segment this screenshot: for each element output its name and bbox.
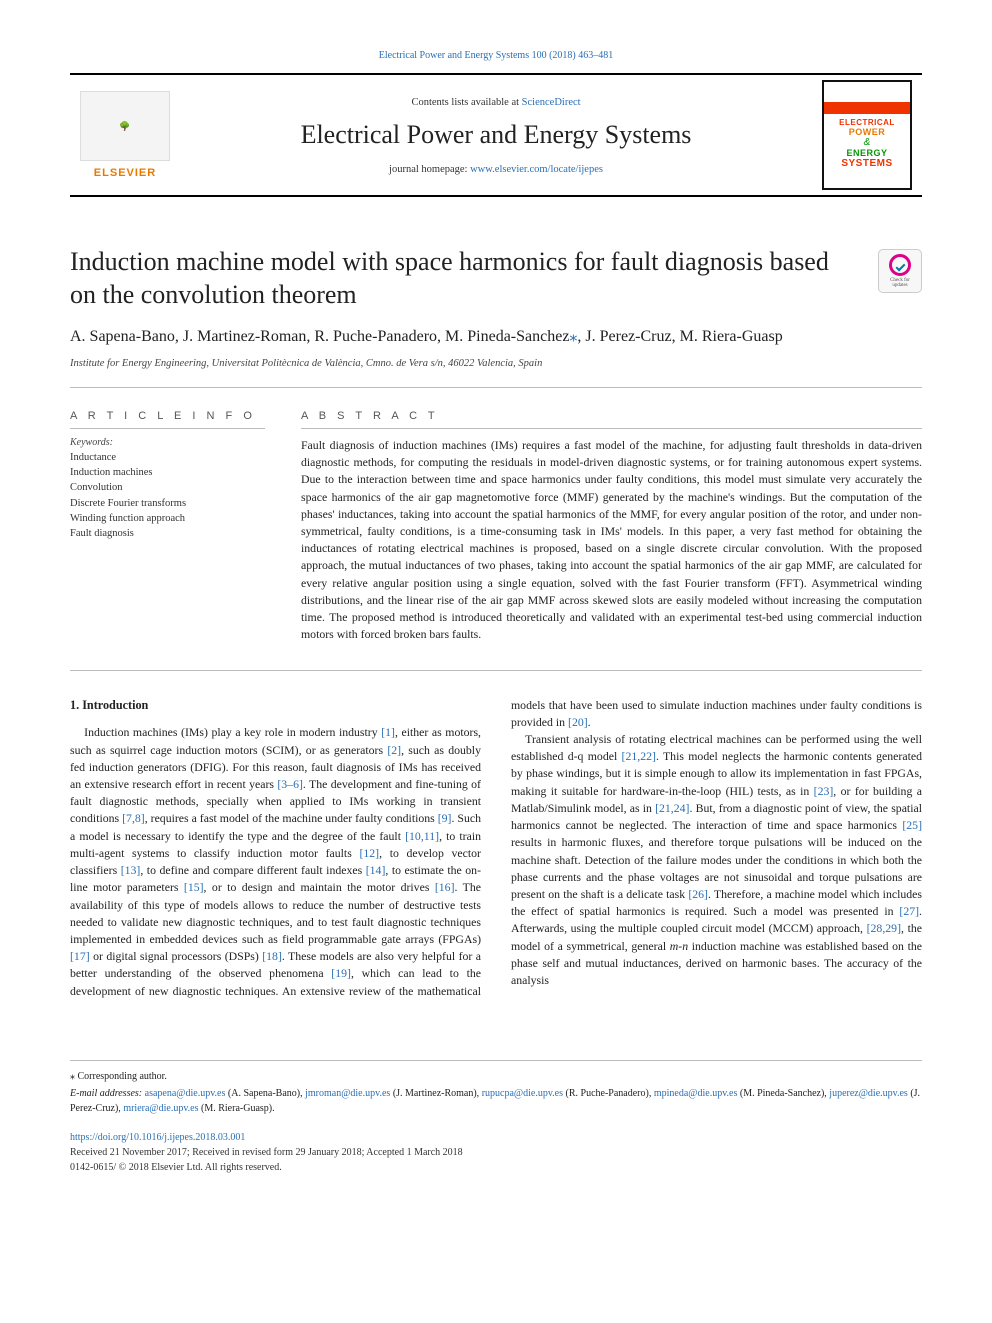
info-abstract-row: A R T I C L E I N F O Keywords: Inductan…: [70, 410, 922, 644]
cite-27[interactable]: [27]: [899, 904, 919, 918]
cite-23[interactable]: [23]: [814, 784, 834, 798]
rule-above-info: [70, 387, 922, 388]
cite-17[interactable]: [17]: [70, 949, 90, 963]
check-updates-label: Check forupdates: [890, 278, 910, 288]
journal-ref-link[interactable]: Electrical Power and Energy Systems 100 …: [379, 50, 614, 61]
cite-14[interactable]: [14]: [366, 863, 386, 877]
journal-cover-icon: ELECTRICAL POWER & ENERGY SYSTEMS: [822, 80, 912, 190]
email-who: (M. Riera-Guasp).: [199, 1103, 275, 1114]
copyright-line: 0142-0615/ © 2018 Elsevier Ltd. All righ…: [70, 1162, 282, 1173]
cite-1[interactable]: [1]: [381, 725, 395, 739]
email-addresses-line: E-mail addresses: asapena@die.upv.es (A.…: [70, 1086, 922, 1116]
keywords-list: InductanceInduction machinesConvolutionD…: [70, 450, 265, 541]
journal-name: Electrical Power and Energy Systems: [188, 120, 804, 150]
cite-2[interactable]: [2]: [387, 743, 401, 757]
journal-homepage-line: journal homepage: www.elsevier.com/locat…: [188, 164, 804, 175]
cover-l2: POWER: [849, 127, 886, 137]
corresponding-author-note: ⁎ Corresponding author.: [70, 1069, 922, 1084]
authors-part1: A. Sapena-Bano, J. Martinez-Roman, R. Pu…: [70, 328, 569, 345]
email-who: (M. Pineda-Sanchez),: [737, 1088, 829, 1099]
article-info-heading: A R T I C L E I N F O: [70, 410, 265, 422]
email-link[interactable]: juperez@die.upv.es: [829, 1088, 908, 1099]
body-two-columns: 1. Introduction Induction machines (IMs)…: [70, 697, 922, 1000]
email-who: (R. Puche-Panadero),: [563, 1088, 654, 1099]
cover-l1: ELECTRICAL: [839, 118, 895, 127]
cite-25[interactable]: [25]: [902, 818, 922, 832]
cite-12[interactable]: [12]: [359, 846, 379, 860]
journal-reference-header: Electrical Power and Energy Systems 100 …: [70, 50, 922, 61]
cite-3-6[interactable]: [3–6]: [277, 777, 303, 791]
keyword-item: Induction machines: [70, 465, 265, 480]
abstract-heading: A B S T R A C T: [301, 410, 922, 422]
masthead: 🌳 ELSEVIER Contents lists available at S…: [70, 73, 922, 197]
publisher-name: ELSEVIER: [94, 167, 156, 179]
email-link[interactable]: asapena@die.upv.es: [145, 1088, 226, 1099]
cite-21-22[interactable]: [21,22]: [622, 749, 656, 763]
email-link[interactable]: rupucpa@die.upv.es: [482, 1088, 563, 1099]
journal-homepage-link[interactable]: www.elsevier.com/locate/ijepes: [470, 164, 603, 175]
keyword-item: Fault diagnosis: [70, 526, 265, 541]
sciencedirect-link[interactable]: ScienceDirect: [522, 97, 581, 108]
contents-line: Contents lists available at ScienceDirec…: [188, 97, 804, 108]
cite-13[interactable]: [13]: [121, 863, 141, 877]
journal-cover-block: ELECTRICAL POWER & ENERGY SYSTEMS: [812, 75, 922, 195]
cite-21-24[interactable]: [21,24]: [655, 801, 689, 815]
cite-19[interactable]: [19]: [331, 966, 351, 980]
cover-l4: SYSTEMS: [841, 158, 892, 169]
crossmark-icon: [889, 254, 911, 276]
keywords-label: Keywords:: [70, 437, 265, 448]
article-title: Induction machine model with space harmo…: [70, 245, 860, 312]
cite-28-29[interactable]: [28,29]: [867, 921, 901, 935]
contents-pre: Contents lists available at: [411, 97, 521, 108]
article-info-column: A R T I C L E I N F O Keywords: Inductan…: [70, 410, 265, 644]
doi-link[interactable]: https://doi.org/10.1016/j.ijepes.2018.03…: [70, 1132, 245, 1143]
email-label: E-mail addresses:: [70, 1088, 145, 1099]
footnotes-block: ⁎ Corresponding author. E-mail addresses…: [70, 1060, 922, 1175]
authors-line: A. Sapena-Bano, J. Martinez-Roman, R. Pu…: [70, 326, 922, 348]
keyword-item: Convolution: [70, 480, 265, 495]
cite-26[interactable]: [26]: [688, 887, 708, 901]
mn-italic: m-n: [670, 939, 688, 953]
title-block: Induction machine model with space harmo…: [70, 245, 922, 312]
cover-l3: ENERGY: [846, 148, 887, 158]
publisher-block: 🌳 ELSEVIER: [70, 83, 180, 187]
authors-part2: , J. Perez-Cruz, M. Riera-Guasp: [577, 328, 782, 345]
cover-amp: &: [864, 137, 871, 148]
affiliation: Institute for Energy Engineering, Univer…: [70, 358, 922, 369]
cite-10-11[interactable]: [10,11]: [405, 829, 439, 843]
elsevier-tree-icon: 🌳: [80, 91, 170, 161]
abstract-rule: [301, 428, 922, 429]
email-link[interactable]: mriera@die.upv.es: [123, 1103, 198, 1114]
rule-below-abstract: [70, 670, 922, 671]
intro-paragraph-2: Transient analysis of rotating electrica…: [511, 731, 922, 989]
cite-16[interactable]: [16]: [435, 880, 455, 894]
email-link[interactable]: jmroman@die.upv.es: [305, 1088, 390, 1099]
received-line: Received 21 November 2017; Received in r…: [70, 1147, 463, 1158]
cite-20[interactable]: [20]: [568, 715, 588, 729]
email-link[interactable]: mpineda@die.upv.es: [654, 1088, 738, 1099]
cite-7-8[interactable]: [7,8]: [122, 811, 145, 825]
keyword-item: Winding function approach: [70, 511, 265, 526]
cite-9[interactable]: [9]: [438, 811, 452, 825]
cite-15[interactable]: [15]: [184, 880, 204, 894]
cite-18[interactable]: [18]: [262, 949, 282, 963]
info-rule: [70, 428, 265, 429]
homepage-pre: journal homepage:: [389, 164, 470, 175]
email-who: (J. Martinez-Roman),: [390, 1088, 481, 1099]
keyword-item: Inductance: [70, 450, 265, 465]
abstract-text: Fault diagnosis of induction machines (I…: [301, 437, 922, 644]
email-who: (A. Sapena-Bano),: [225, 1088, 305, 1099]
section-1-heading: 1. Introduction: [70, 697, 481, 715]
check-for-updates-badge[interactable]: Check forupdates: [878, 249, 922, 293]
masthead-center: Contents lists available at ScienceDirec…: [180, 85, 812, 185]
abstract-column: A B S T R A C T Fault diagnosis of induc…: [301, 410, 922, 644]
doi-block: https://doi.org/10.1016/j.ijepes.2018.03…: [70, 1130, 922, 1175]
keyword-item: Discrete Fourier transforms: [70, 496, 265, 511]
